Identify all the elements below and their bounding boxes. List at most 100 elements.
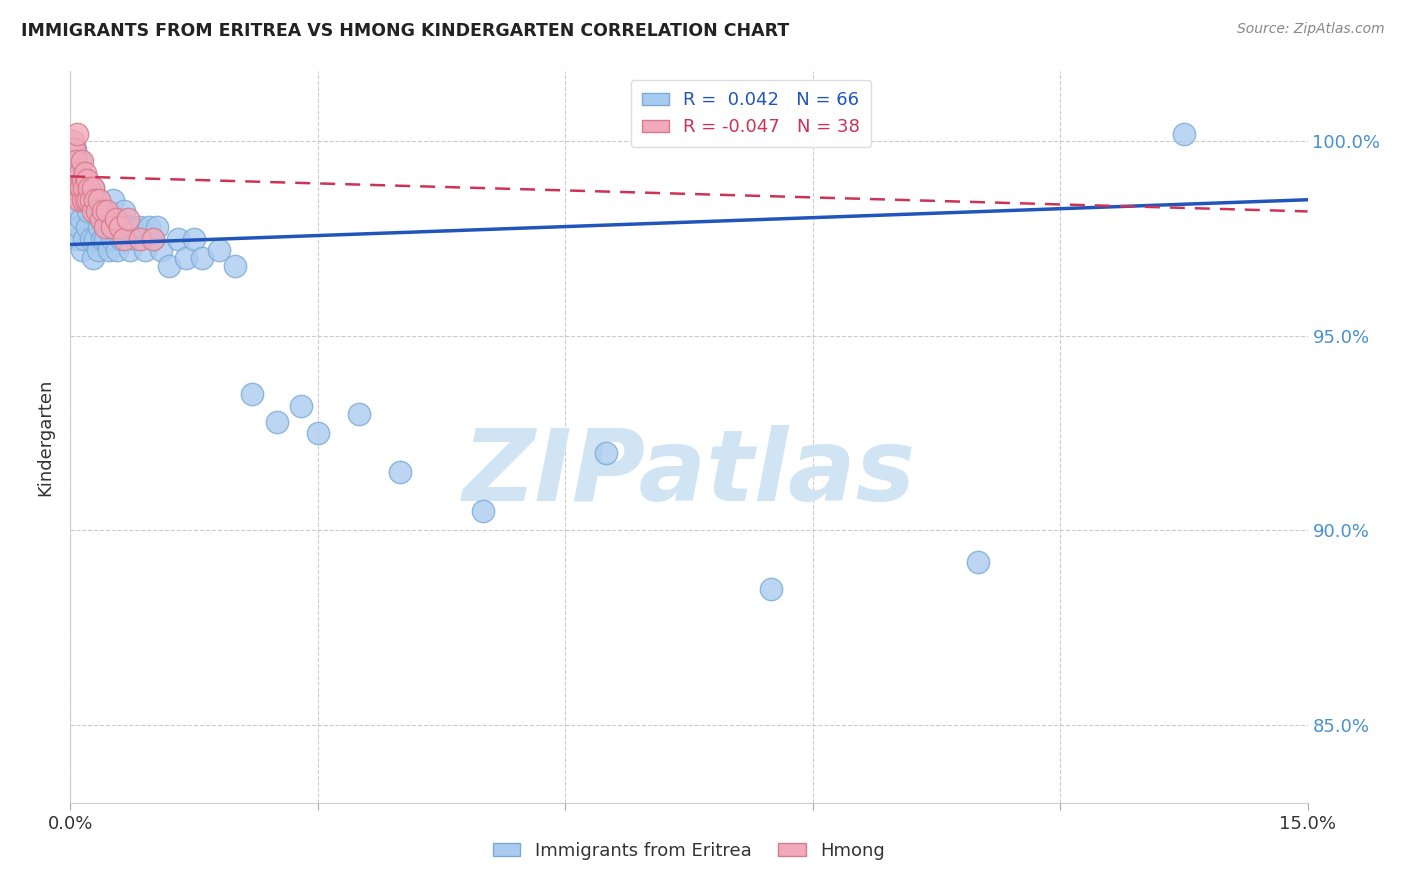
Y-axis label: Kindergarten: Kindergarten <box>37 378 55 496</box>
Point <box>77 193 100 207</box>
Text: Source: ZipAtlas.com: Source: ZipAtlas.com <box>1237 22 1385 37</box>
Point <box>761 582 783 596</box>
Point <box>90 212 112 227</box>
Point <box>82 204 104 219</box>
Point <box>240 387 263 401</box>
Point <box>70 153 93 168</box>
Point <box>65 142 87 156</box>
Point <box>84 193 107 207</box>
Point <box>63 153 86 168</box>
Point <box>91 204 114 219</box>
Point <box>471 504 494 518</box>
Point <box>157 259 180 273</box>
Point <box>70 212 93 227</box>
Point <box>138 219 160 234</box>
Point <box>86 204 108 219</box>
Point <box>90 212 112 227</box>
Point <box>96 219 118 234</box>
Point <box>208 244 231 258</box>
Point <box>146 219 169 234</box>
Point <box>117 212 139 227</box>
Point <box>96 204 118 219</box>
Point <box>60 153 83 168</box>
Point <box>80 232 103 246</box>
Point <box>112 232 135 246</box>
Point <box>142 232 165 246</box>
Point <box>66 232 89 246</box>
Point <box>142 232 165 246</box>
Point <box>98 244 121 258</box>
Text: ZIPatlas: ZIPatlas <box>463 425 915 522</box>
Point <box>72 193 94 207</box>
Point <box>94 232 117 246</box>
Point <box>90 232 112 246</box>
Point <box>174 251 197 265</box>
Point <box>86 244 108 258</box>
Point <box>67 204 90 219</box>
Point <box>290 399 312 413</box>
Point <box>67 181 90 195</box>
Point <box>75 173 97 187</box>
Point <box>94 212 117 227</box>
Point <box>389 465 412 479</box>
Point <box>166 232 188 246</box>
Point <box>82 251 104 265</box>
Point <box>65 181 87 195</box>
Point <box>86 193 108 207</box>
Point <box>69 165 91 179</box>
Legend: Immigrants from Eritrea, Hmong: Immigrants from Eritrea, Hmong <box>486 835 891 867</box>
Point <box>66 127 89 141</box>
Point <box>73 181 96 195</box>
Point <box>183 232 205 246</box>
Point <box>82 181 104 195</box>
Point <box>67 219 90 234</box>
Point <box>76 219 98 234</box>
Point <box>108 219 131 234</box>
Point <box>75 165 97 179</box>
Point <box>129 232 152 246</box>
Point <box>347 407 370 421</box>
Point <box>100 232 122 246</box>
Point <box>966 555 988 569</box>
Point <box>65 153 87 168</box>
Point <box>118 244 141 258</box>
Point <box>105 244 128 258</box>
Point <box>77 204 100 219</box>
Point <box>125 232 148 246</box>
Point <box>70 181 93 195</box>
Point <box>114 219 136 234</box>
Point <box>70 244 93 258</box>
Point <box>129 219 152 234</box>
Point <box>69 153 91 168</box>
Text: IMMIGRANTS FROM ERITREA VS HMONG KINDERGARTEN CORRELATION CHART: IMMIGRANTS FROM ERITREA VS HMONG KINDERG… <box>21 22 789 40</box>
Point <box>73 232 96 246</box>
Point <box>134 244 156 258</box>
Point <box>150 244 173 258</box>
Point <box>98 212 121 227</box>
Point <box>72 193 94 207</box>
Point <box>80 193 103 207</box>
Point <box>62 135 84 149</box>
Point <box>112 204 135 219</box>
Point <box>100 219 122 234</box>
Point <box>595 445 617 459</box>
Point <box>104 212 127 227</box>
Point <box>108 212 131 227</box>
Point <box>89 193 111 207</box>
Point <box>121 219 143 234</box>
Point <box>307 426 329 441</box>
Point <box>84 232 107 246</box>
Point <box>77 181 100 195</box>
Point <box>104 219 127 234</box>
Point <box>110 232 132 246</box>
Point <box>62 142 84 156</box>
Point <box>65 181 87 195</box>
Point <box>66 173 89 187</box>
Point <box>91 204 114 219</box>
Point <box>103 193 125 207</box>
Point <box>66 173 89 187</box>
Point <box>266 415 288 429</box>
Point <box>191 251 214 265</box>
Point <box>72 173 94 187</box>
Point <box>82 181 104 195</box>
